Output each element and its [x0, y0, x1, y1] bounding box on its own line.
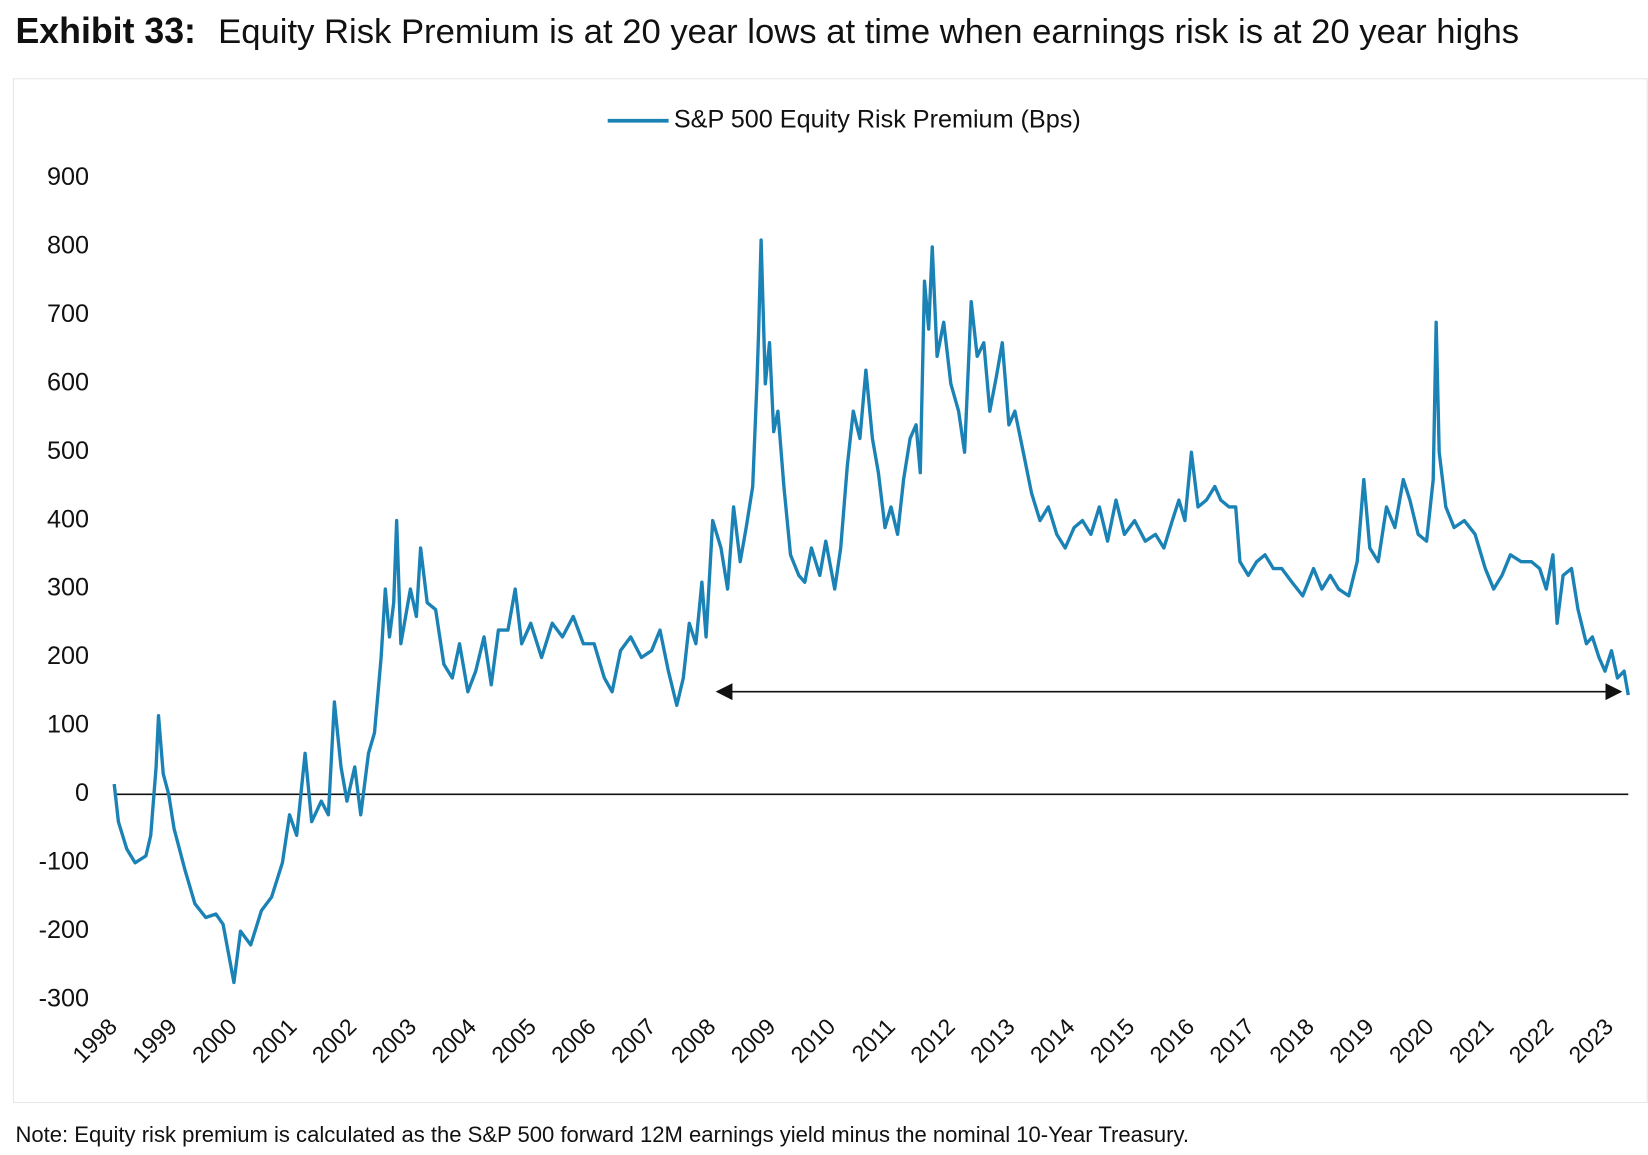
x-tick-label: 2017 — [1204, 1013, 1259, 1068]
y-tick-label: -200 — [39, 916, 89, 944]
series-line — [112, 238, 1630, 985]
chart-frame — [12, 78, 1648, 1104]
y-tick-label: 500 — [47, 437, 89, 465]
x-tick-label: 2023 — [1564, 1013, 1619, 1068]
x-tick-label: 2005 — [486, 1013, 541, 1068]
y-tick-label: 900 — [47, 163, 89, 191]
x-tick-label: 2016 — [1145, 1013, 1200, 1068]
x-tick-label: 2002 — [307, 1013, 362, 1068]
x-tick-label: 2022 — [1504, 1013, 1559, 1068]
x-tick-label: 2007 — [606, 1013, 661, 1068]
y-tick-label: 400 — [47, 505, 89, 533]
x-tick-label: 2004 — [426, 1013, 481, 1068]
x-tick-label: 2019 — [1324, 1013, 1379, 1068]
x-tick-label: 2013 — [965, 1013, 1020, 1068]
legend-label: S&P 500 Equity Risk Premium (Bps) — [674, 105, 1081, 133]
x-tick-label: 2012 — [905, 1013, 960, 1068]
chart-title: Equity Risk Premium is at 20 year lows a… — [218, 13, 1519, 51]
y-tick-label: -300 — [39, 984, 89, 1012]
x-tick-label: 1999 — [127, 1013, 182, 1068]
x-tick-label: 2006 — [546, 1013, 601, 1068]
y-tick-label: 100 — [47, 711, 89, 739]
x-tick-label: 2011 — [847, 1013, 900, 1066]
x-tick-label: 2010 — [786, 1013, 841, 1068]
y-tick-label: 0 — [75, 779, 89, 807]
y-tick-label: 200 — [47, 642, 89, 670]
arrow-head — [715, 683, 733, 701]
x-tick-label: 2021 — [1444, 1013, 1499, 1068]
chart-note: Note: Equity risk premium is calculated … — [16, 1122, 1190, 1147]
y-tick-label: 600 — [47, 368, 89, 396]
x-tick-label: 2015 — [1085, 1013, 1140, 1068]
x-tick-label: 2009 — [726, 1013, 781, 1068]
x-tick-label: 2000 — [187, 1013, 242, 1068]
x-tick-label: 2003 — [367, 1013, 422, 1068]
x-tick-label: 2020 — [1384, 1013, 1439, 1068]
y-tick-label: 300 — [47, 574, 89, 602]
x-tick-label: 2008 — [666, 1013, 721, 1068]
x-tick-label: 2001 — [247, 1013, 302, 1068]
y-tick-label: 700 — [47, 300, 89, 328]
arrow-head — [1605, 683, 1623, 701]
y-tick-label: 800 — [47, 232, 89, 260]
exhibit-label: Exhibit 33: — [16, 11, 196, 51]
x-tick-label: 2014 — [1025, 1013, 1080, 1068]
y-tick-label: -100 — [39, 847, 89, 875]
x-tick-label: 1998 — [67, 1013, 122, 1068]
x-tick-label: 2018 — [1264, 1013, 1319, 1068]
